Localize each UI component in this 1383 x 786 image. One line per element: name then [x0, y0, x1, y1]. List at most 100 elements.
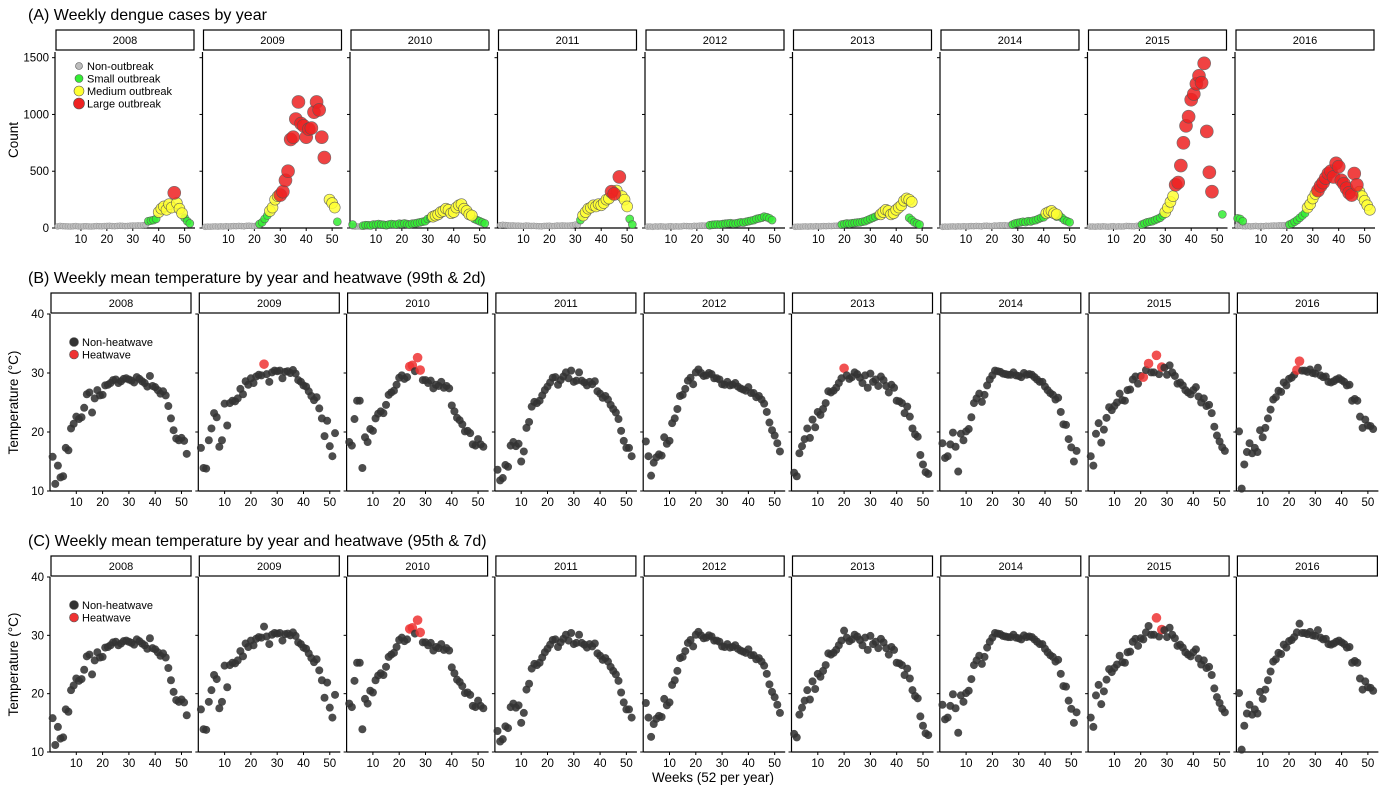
point-large-outbreak	[1199, 124, 1214, 139]
point-non-heatwave	[350, 415, 359, 424]
x-tick-label: 40	[297, 497, 310, 509]
x-tick-label: 30	[716, 234, 729, 246]
point-non-heatwave	[1170, 371, 1179, 380]
point-non-heatwave	[575, 368, 584, 377]
point-non-heatwave	[98, 390, 107, 399]
facet-2015: 2015 10 20 30 40 50	[1084, 29, 1228, 246]
point-non-heatwave	[903, 402, 912, 411]
x-tick-label: 20	[986, 497, 999, 509]
x-tick-label: 40	[890, 497, 903, 509]
point-non-heatwave	[866, 631, 875, 640]
facet-2013: 2013 10 20 30 40 50	[788, 555, 934, 770]
point-non-heatwave	[1253, 448, 1262, 457]
y-tick-label: 20	[31, 427, 44, 439]
point-heatwave	[1138, 372, 1149, 382]
point-non-heatwave	[1102, 675, 1111, 684]
point-non-heatwave	[320, 432, 329, 441]
x-tick-label: 10	[218, 758, 231, 770]
x-tick-label: 20	[690, 234, 703, 246]
x-tick-label: 30	[1306, 234, 1319, 246]
x-tick-label: 10	[222, 234, 235, 246]
facet-2014: 2014 10 20 30 40 50	[936, 292, 1082, 509]
point-non-heatwave	[670, 414, 679, 423]
point-large-outbreak	[1202, 165, 1217, 180]
point-non-heatwave	[1205, 662, 1214, 671]
point-small-outbreak	[1065, 218, 1074, 227]
point-large-outbreak	[317, 150, 332, 165]
x-tick-label: 10	[812, 234, 825, 246]
point-non-heatwave	[792, 472, 801, 481]
point-non-heatwave	[466, 429, 475, 438]
point-non-heatwave	[567, 629, 576, 637]
x-tick-label: 30	[1309, 497, 1322, 509]
facet-strip-label: 2010	[408, 35, 432, 47]
point-non-heatwave	[1313, 363, 1322, 372]
point-non-heatwave	[368, 426, 377, 435]
facet-strip-label: 2009	[257, 298, 281, 310]
x-tick-label: 10	[665, 234, 678, 246]
legend-label: Non-outbreak	[87, 61, 154, 73]
point-large-outbreak	[276, 184, 290, 199]
point-non-heatwave	[85, 388, 94, 397]
point-non-heatwave	[1271, 393, 1280, 402]
x-tick-label: 40	[300, 234, 313, 246]
x-tick-label: 10	[1255, 234, 1268, 246]
facet-strip	[791, 555, 934, 577]
x-tick-label: 30	[126, 234, 139, 246]
point-medium-outbreak	[1364, 204, 1376, 216]
y-tick-label: 30	[31, 368, 44, 380]
point-non-heatwave	[1069, 718, 1078, 727]
x-tick-label: 10	[1256, 758, 1269, 770]
x-tick-label: 50	[323, 497, 336, 509]
point-non-heatwave	[1369, 425, 1378, 434]
point-non-heatwave	[392, 380, 401, 389]
point-non-heatwave	[325, 703, 334, 712]
point-non-heatwave	[924, 731, 933, 740]
point-non-heatwave	[821, 661, 830, 670]
point-non-heatwave	[80, 403, 89, 412]
x-tick-label: 40	[594, 758, 607, 770]
facet-strip	[940, 29, 1080, 51]
point-heatwave	[1151, 350, 1162, 361]
point-non-heatwave	[1091, 691, 1100, 700]
x-tick-label: 10	[366, 758, 379, 770]
point-non-heatwave	[1199, 656, 1208, 665]
x-tick-label: 20	[1283, 497, 1296, 509]
x-tick-label: 30	[716, 497, 729, 509]
point-non-heatwave	[182, 449, 191, 458]
point-non-heatwave	[355, 658, 364, 667]
point-non-heatwave	[614, 415, 623, 424]
point-non-heatwave	[403, 635, 412, 644]
point-non-heatwave	[169, 687, 178, 696]
point-non-heatwave	[1072, 446, 1081, 455]
facet-strip	[643, 555, 785, 577]
point-non-heatwave	[363, 438, 372, 447]
y-tick-label: 1500	[23, 53, 49, 65]
x-tick-label: 40	[1039, 497, 1052, 509]
x-tick-label: 20	[541, 758, 554, 770]
point-non-heatwave	[762, 669, 771, 678]
point-large-outbreak	[1194, 75, 1209, 90]
point-non-heatwave	[180, 698, 189, 707]
legend-marker	[69, 600, 79, 610]
facet-2013: 2013 10 20 30 40 50	[789, 29, 933, 246]
facet-2016: 2016 10 20 30 40 50	[1233, 292, 1379, 509]
x-tick-label: 50	[621, 234, 634, 246]
point-non-heatwave	[977, 659, 986, 668]
x-tick-label: 10	[663, 497, 676, 509]
point-non-heatwave	[363, 699, 372, 708]
facet-strip-label: 2014	[998, 35, 1022, 47]
point-non-heatwave	[1120, 396, 1129, 405]
x-tick-label: 40	[445, 497, 458, 509]
point-non-heatwave	[805, 433, 814, 442]
point-non-heatwave	[811, 423, 820, 432]
y-tick-label: 40	[31, 309, 44, 321]
x-tick-label: 20	[100, 234, 113, 246]
point-non-heatwave	[1097, 700, 1106, 709]
point-non-heatwave	[673, 404, 682, 413]
point-non-heatwave	[1170, 634, 1179, 643]
facet-strip	[1236, 292, 1379, 314]
